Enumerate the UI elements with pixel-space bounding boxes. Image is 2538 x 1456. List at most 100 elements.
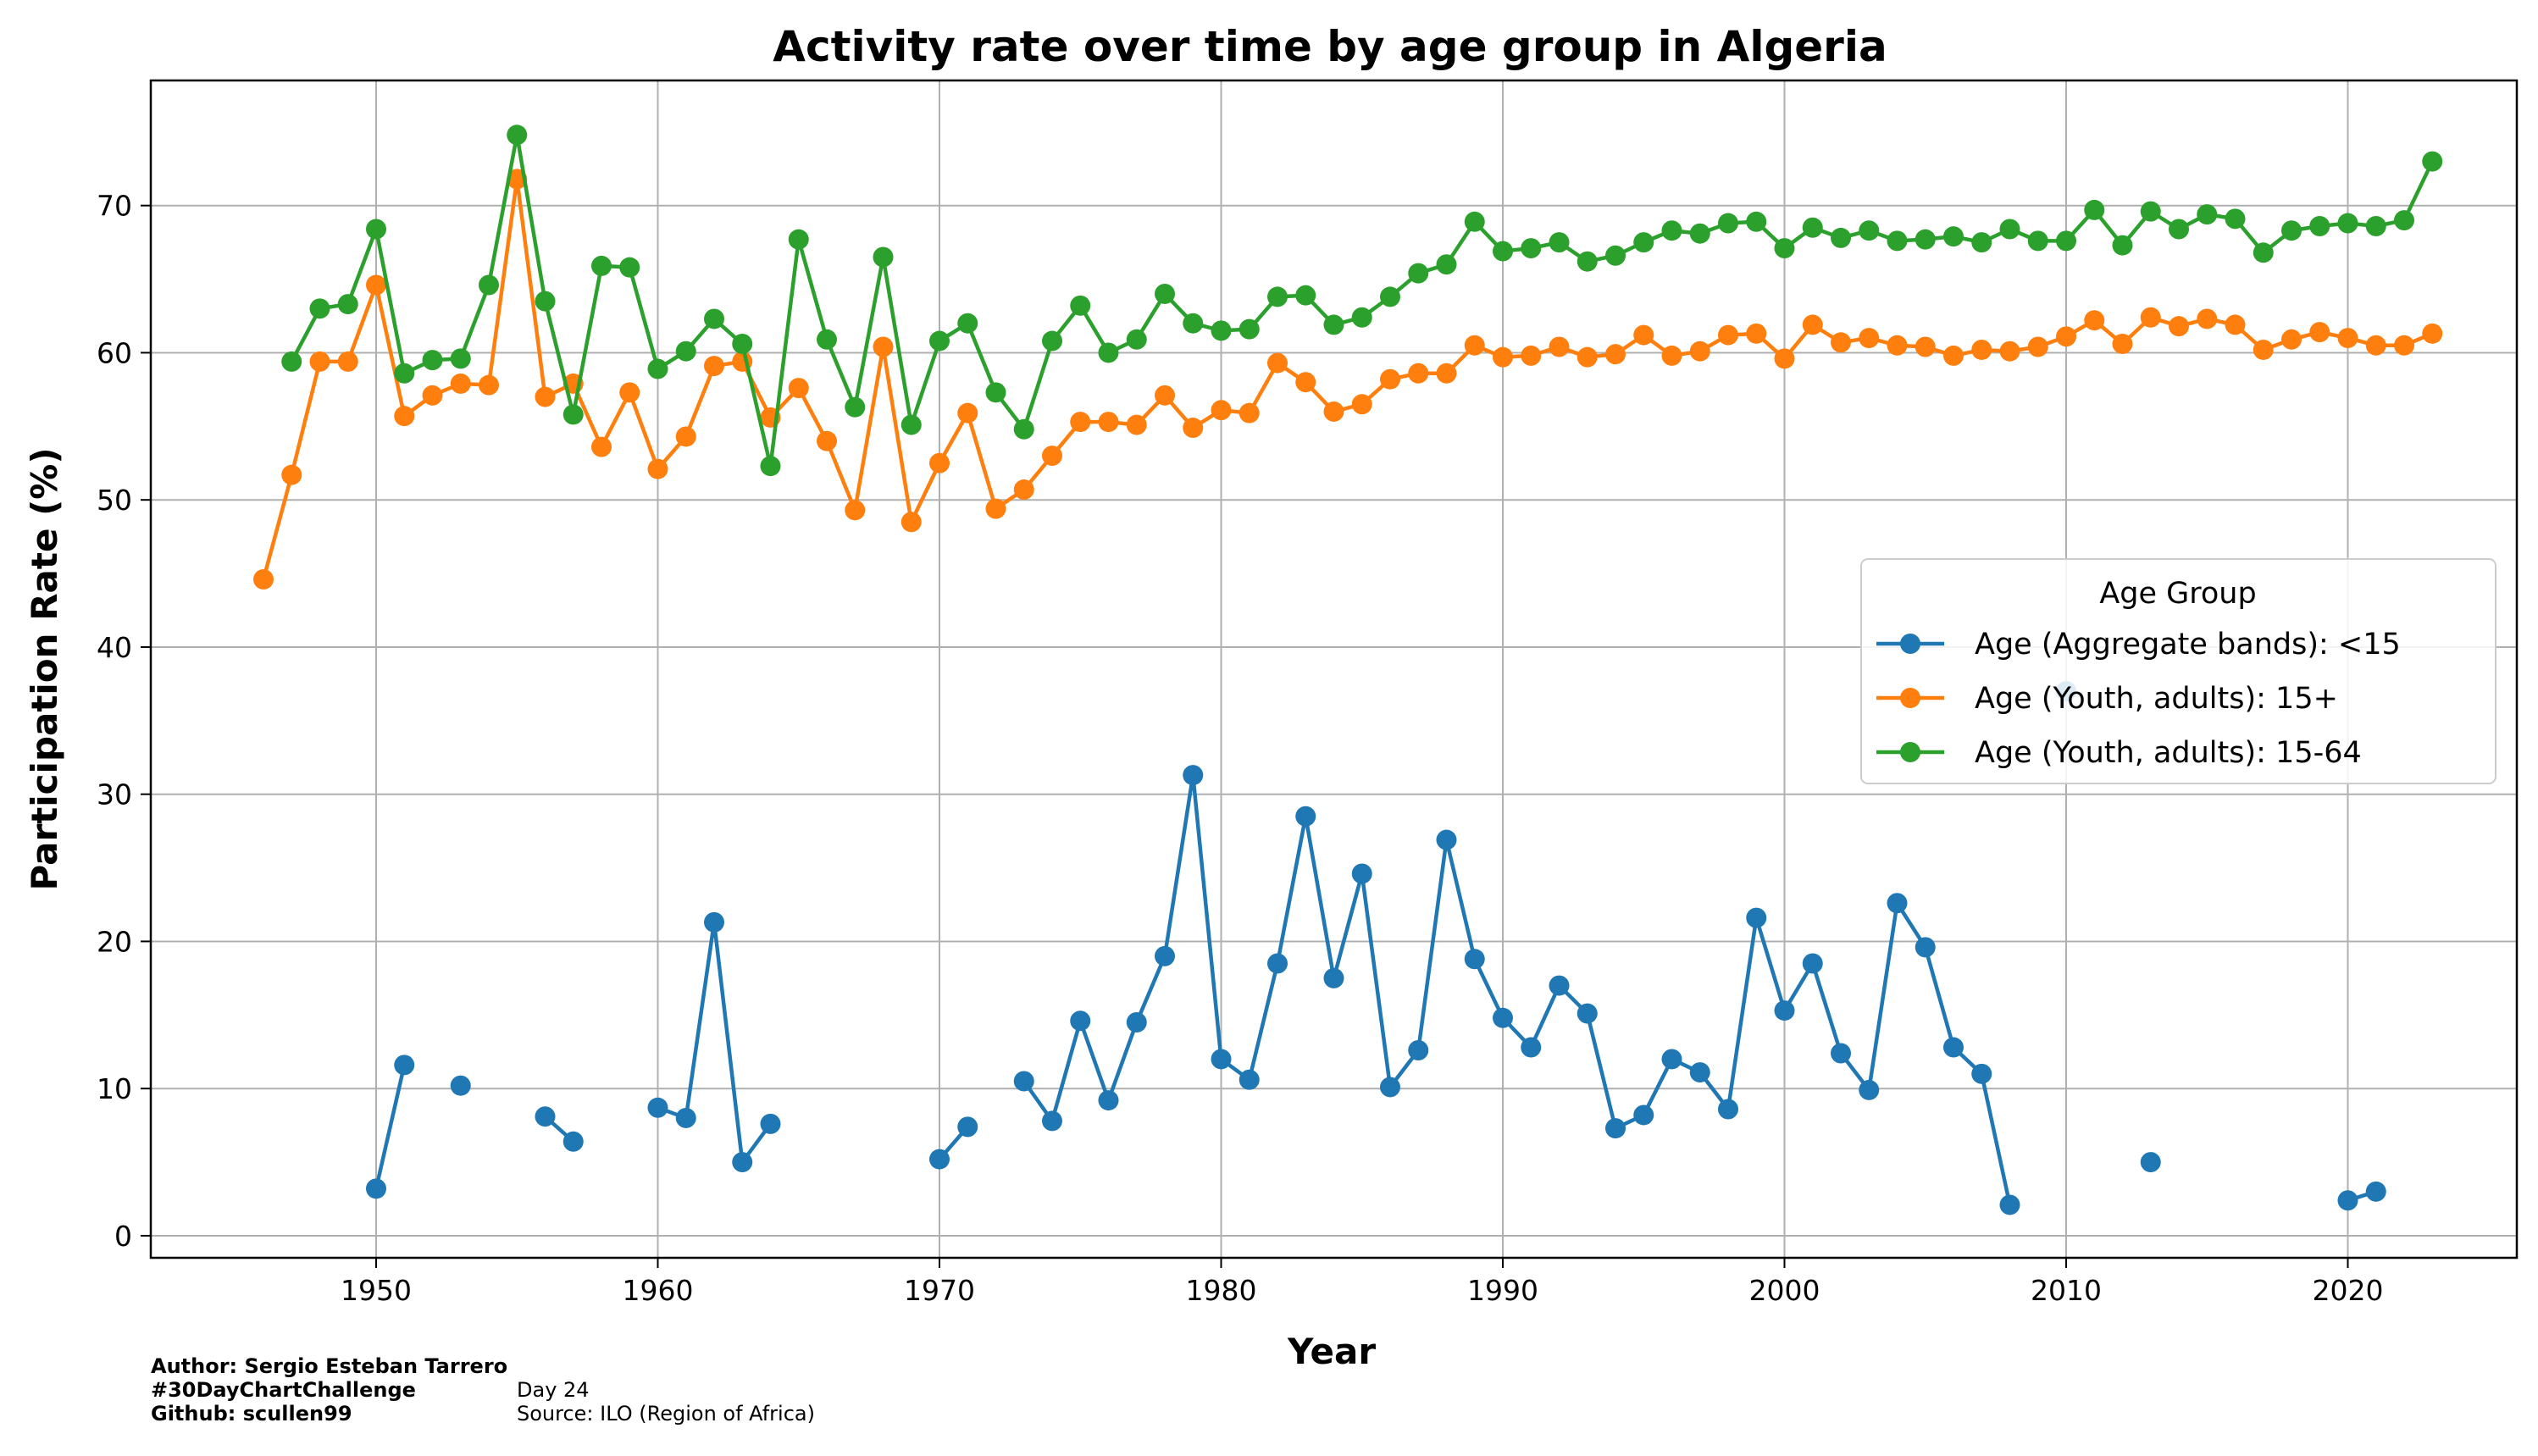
data-point — [2337, 328, 2358, 349]
legend: Age Group Age (Aggregate bands): <15Age … — [1860, 558, 2496, 784]
data-point — [1521, 1037, 1542, 1058]
data-point — [337, 351, 358, 372]
data-point — [675, 426, 696, 447]
data-point — [1605, 245, 1626, 266]
x-tick-label: 1970 — [904, 1274, 975, 1307]
data-point — [1211, 400, 1232, 421]
series-line — [1022, 772, 2012, 1205]
data-point — [704, 911, 724, 933]
data-point — [619, 257, 640, 278]
data-point — [394, 1055, 415, 1076]
legend-label: Age (Youth, adults): 15-64 — [1975, 736, 2362, 770]
data-point — [2225, 314, 2246, 335]
footer-challenge: #30DayChartChallenge — [151, 1378, 416, 1402]
data-point — [450, 348, 471, 369]
data-point — [1831, 1043, 1851, 1064]
data-point — [309, 351, 330, 372]
data-point — [1211, 1049, 1232, 1070]
data-point — [591, 255, 612, 276]
data-point — [845, 396, 866, 418]
data-point — [1155, 385, 1175, 406]
data-point — [1633, 1104, 1654, 1126]
data-point — [1436, 363, 1457, 384]
data-point — [2027, 230, 2048, 252]
data-point — [2337, 1190, 2358, 1211]
y-tick-label: 70 — [97, 190, 132, 223]
x-axis-label: Year — [1287, 1331, 1376, 1372]
data-point — [1126, 1012, 1147, 1032]
data-point — [1521, 238, 1542, 259]
data-point — [1211, 320, 1232, 341]
data-point — [1408, 263, 1429, 284]
data-point — [281, 464, 302, 485]
data-point — [1915, 336, 1936, 357]
data-point — [1126, 414, 1147, 435]
data-point — [1464, 211, 1485, 232]
data-point — [845, 500, 866, 521]
footer: Author: Sergio Esteban Tarrero #30DayCha… — [151, 1354, 815, 1426]
data-point — [2056, 326, 2076, 347]
legend-entries: Age (Aggregate bands): <15 Age (Youth, ad… — [1876, 628, 2401, 770]
series-1 — [253, 169, 2443, 590]
series-line — [374, 1064, 407, 1189]
data-point — [1831, 332, 1851, 353]
data-point — [1549, 232, 1570, 253]
data-point — [562, 404, 584, 425]
data-point — [1943, 345, 1964, 366]
data-point — [1464, 335, 1485, 356]
data-point — [1239, 1069, 1260, 1090]
data-point — [479, 274, 499, 296]
data-point — [1718, 324, 1738, 346]
x-tick-label: 1990 — [1467, 1274, 1538, 1307]
data-point — [1013, 418, 1034, 440]
data-point — [1577, 251, 1598, 272]
data-point — [1971, 339, 1992, 360]
data-point — [1098, 412, 1119, 433]
y-axis-label: Participation Rate (%) — [24, 447, 65, 890]
data-point — [2309, 322, 2330, 343]
legend-marker — [1900, 688, 1920, 708]
legend-label: Age (Youth, adults): 15+ — [1975, 682, 2338, 716]
data-point — [704, 356, 724, 377]
data-point — [422, 385, 443, 406]
x-tick-label: 1980 — [1186, 1274, 1257, 1307]
data-point — [1183, 765, 1204, 786]
data-point — [2112, 334, 2133, 355]
data-point — [1661, 345, 1682, 366]
data-point — [1943, 226, 1964, 247]
chart-title: Activity rate over time by age group in … — [773, 22, 1887, 71]
data-point — [2225, 208, 2246, 230]
data-point — [1802, 314, 1823, 335]
data-point — [1915, 229, 1936, 250]
data-point — [1633, 232, 1654, 253]
data-point — [1351, 394, 1372, 415]
data-point — [1070, 412, 1091, 433]
data-point — [337, 294, 358, 315]
data-point — [562, 1131, 584, 1152]
data-point — [1943, 1037, 1964, 1058]
data-point — [929, 452, 950, 473]
data-point — [1436, 829, 1457, 850]
data-point — [1436, 254, 1457, 275]
data-point — [2027, 336, 2048, 357]
data-point — [1999, 1194, 2020, 1215]
data-point — [2281, 220, 2302, 241]
data-point — [1577, 346, 1598, 368]
data-point — [2365, 1181, 2386, 1202]
footer-source: Source: ILO (Region of Africa) — [517, 1402, 815, 1426]
data-point — [957, 313, 978, 334]
data-point — [1493, 346, 1513, 368]
data-point — [2056, 230, 2076, 252]
data-point — [1126, 329, 1147, 350]
data-point — [1549, 975, 1570, 996]
data-point — [1689, 1062, 1710, 1083]
data-point — [2253, 242, 2274, 263]
data-point — [1098, 1090, 1119, 1111]
y-tick-label: 0 — [114, 1220, 132, 1253]
data-point — [2394, 210, 2414, 231]
data-point — [1408, 363, 1429, 384]
data-point — [1831, 227, 1851, 248]
data-point — [1295, 285, 1316, 306]
data-point — [366, 1178, 386, 1199]
